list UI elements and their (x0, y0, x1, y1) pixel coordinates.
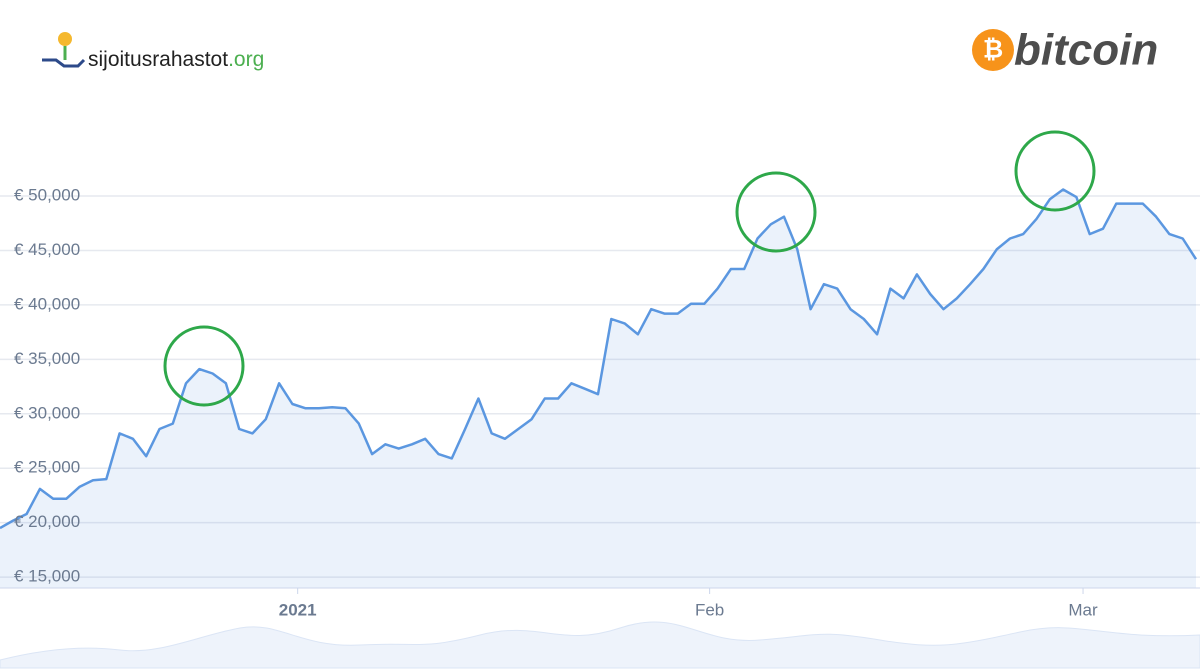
hand-icon (42, 58, 86, 68)
brand-tld: .org (228, 48, 264, 71)
x-tick-label: Mar (1068, 600, 1098, 619)
y-tick-label: € 50,000 (14, 185, 80, 204)
peak-circle (735, 171, 817, 253)
y-tick-label: € 40,000 (14, 294, 80, 313)
grid (0, 195, 1200, 578)
peak-circle (163, 325, 245, 407)
annotations (163, 130, 1096, 407)
x-tick-label: 2021 (279, 600, 317, 619)
labels: € 15,000 € 20,000 € 25,000 € 30,000 € 35,000… (14, 185, 1098, 619)
navigator (0, 621, 1200, 669)
bitcoin-circle (972, 29, 1014, 71)
y-tick-label: € 35,000 (14, 349, 80, 368)
y-tick-label: € 25,000 (14, 458, 80, 477)
brand-name: sijoitusrahastot.org (88, 48, 264, 71)
price-line (0, 188, 1198, 530)
brand-name-text: sijoitusrahastot (88, 48, 228, 71)
bitcoin-logo: ₿ bitcoin (972, 26, 1158, 75)
coin-icon (58, 32, 72, 46)
bitcoin-symbol: ₿ (983, 36, 1003, 64)
y-tick-label: € 15,000 (14, 567, 80, 586)
x-tick-label: Feb (695, 600, 724, 619)
peak-circle (1014, 130, 1096, 212)
y-tick-label: € 45,000 (14, 240, 80, 259)
brand-logo: sijoitusrahastot.org (42, 32, 264, 71)
bitcoin-word: bitcoin (1014, 26, 1158, 75)
plot (0, 188, 1198, 588)
area-fill (0, 189, 1196, 588)
y-tick-label: € 20,000 (14, 512, 80, 531)
y-tick-label: € 30,000 (14, 403, 80, 422)
